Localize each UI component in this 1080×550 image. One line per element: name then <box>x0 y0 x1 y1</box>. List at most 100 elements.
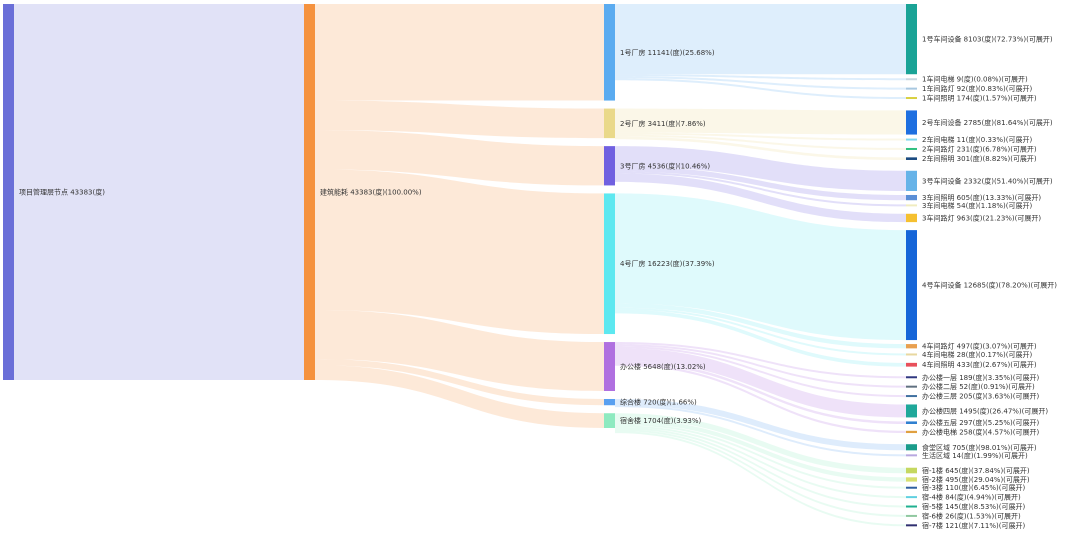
node-label: 3车间路灯 963(度)(21.23%)(可展开) <box>922 213 1041 222</box>
node-label: 4车间电梯 28(度)(0.17%)(可展开) <box>922 350 1032 359</box>
sankey-node[interactable] <box>906 344 917 349</box>
sankey-node[interactable] <box>906 524 917 527</box>
sankey-link <box>315 358 604 406</box>
node-label: 建筑能耗 43383(度)(100.00%) <box>320 188 422 197</box>
node-label: 综合楼 720(度)(1.66%) <box>620 398 697 407</box>
sankey-link <box>615 78 906 100</box>
node-label: 1车间路灯 92(度)(0.83%)(可展开) <box>922 84 1032 93</box>
sankey-node[interactable] <box>906 230 917 341</box>
sankey-link <box>615 136 906 160</box>
sankey-link <box>615 398 906 451</box>
sankey-link <box>615 346 906 398</box>
sankey-link <box>615 427 906 508</box>
sankey-link <box>615 4 906 75</box>
sankey-node[interactable] <box>906 385 917 388</box>
sankey-node[interactable] <box>906 376 917 379</box>
sankey-node[interactable] <box>604 108 615 139</box>
sankey-node[interactable] <box>906 87 917 90</box>
node-label: 宿-3楼 110(度)(6.45%)(可展开) <box>922 483 1025 492</box>
node-label: 3号车间设备 2332(度)(51.40%)(可展开) <box>922 176 1053 185</box>
sankey-node[interactable] <box>906 477 917 482</box>
sankey-link <box>315 365 604 428</box>
sankey-node[interactable] <box>906 213 917 223</box>
sankey-node[interactable] <box>604 413 615 428</box>
sankey-link <box>315 310 604 391</box>
sankey-node[interactable] <box>906 486 917 489</box>
sankey-node[interactable] <box>604 398 615 406</box>
sankey-node[interactable] <box>304 4 315 380</box>
node-label: 办公楼一层 189(度)(3.35%)(可展开) <box>922 373 1039 382</box>
sankey-node[interactable] <box>3 4 14 380</box>
node-label: 2车间路灯 231(度)(6.78%)(可展开) <box>922 144 1037 153</box>
sankey-node[interactable] <box>906 170 917 191</box>
node-label: 宿-2楼 495(度)(29.04%)(可展开) <box>922 475 1030 484</box>
sankey-node[interactable] <box>906 467 917 474</box>
node-label: 食堂区域 705(度)(98.01%)(可展开) <box>922 443 1037 452</box>
sankey-node[interactable] <box>906 147 917 150</box>
sankey-node[interactable] <box>906 362 917 367</box>
node-label: 宿-5楼 145(度)(8.53%)(可展开) <box>922 502 1025 511</box>
sankey-node[interactable] <box>906 4 917 75</box>
sankey-node[interactable] <box>906 157 917 160</box>
node-label: 1号厂房 11141(度)(25.68%) <box>620 48 715 57</box>
sankey-node[interactable] <box>906 454 917 457</box>
sankey-link <box>615 309 906 367</box>
node-label: 4车间照明 433(度)(2.67%)(可展开) <box>922 360 1037 369</box>
sankey-node[interactable] <box>906 97 917 100</box>
sankey-node[interactable] <box>906 353 917 356</box>
sankey-node[interactable] <box>906 430 917 434</box>
sankey-link <box>615 360 906 424</box>
node-label: 办公楼二层 52(度)(0.91%)(可展开) <box>922 382 1035 391</box>
sankey-link <box>615 171 906 207</box>
node-label: 4车间路灯 497(度)(3.07%)(可展开) <box>922 342 1037 351</box>
node-label: 办公楼三层 205(度)(3.63%)(可展开) <box>922 392 1039 401</box>
sankey-node[interactable] <box>906 505 917 508</box>
sankey-node[interactable] <box>906 514 917 517</box>
node-label: 宿-1楼 645(度)(37.84%)(可展开) <box>922 466 1030 475</box>
node-label: 项目管理层节点 43383(度) <box>19 188 105 197</box>
sankey-link <box>615 74 906 81</box>
sankey-link <box>615 413 906 474</box>
sankey-node[interactable] <box>906 421 917 424</box>
node-label: 宿-4楼 84(度)(4.94%)(可展开) <box>922 493 1021 502</box>
node-label: 3号厂房 4536(度)(10.46%) <box>620 161 710 170</box>
sankey-node[interactable] <box>604 146 615 186</box>
sankey-node[interactable] <box>906 204 917 207</box>
sankey-node[interactable] <box>604 193 615 335</box>
sankey-node[interactable] <box>906 404 917 418</box>
sankey-link <box>615 132 906 141</box>
sankey-link <box>615 348 906 418</box>
node-label: 生活区域 14(度)(1.99%)(可展开) <box>922 451 1028 460</box>
sankey-node[interactable] <box>906 78 917 81</box>
sankey-links <box>14 4 906 527</box>
sankey-link <box>615 76 906 90</box>
node-label: 2车间照明 301(度)(8.82%)(可展开) <box>922 154 1037 163</box>
sankey-link <box>615 166 906 201</box>
sankey-link <box>615 344 906 388</box>
sankey-link <box>315 130 604 186</box>
node-label: 1号车间设备 8103(度)(72.73%)(可展开) <box>922 35 1053 44</box>
sankey-link <box>615 342 906 379</box>
node-label: 宿舍楼 1704(度)(3.93%) <box>620 416 701 425</box>
sankey-link <box>315 169 604 335</box>
sankey-node[interactable] <box>906 138 917 141</box>
sankey-node[interactable] <box>906 110 917 135</box>
sankey-link <box>615 173 906 223</box>
sankey-link <box>615 303 906 349</box>
node-label: 4号厂房 16223(度)(37.39%) <box>620 259 715 268</box>
node-label: 3车间电梯 54(度)(1.18%)(可展开) <box>922 201 1032 210</box>
sankey-link <box>615 108 906 135</box>
sankey-node[interactable] <box>906 194 917 201</box>
sankey-node[interactable] <box>906 496 917 499</box>
node-label: 办公楼电梯 258(度)(4.57%)(可展开) <box>922 427 1039 436</box>
node-label: 1车间照明 174(度)(1.57%)(可展开) <box>922 94 1037 103</box>
node-label: 1车间电梯 9(度)(0.08%)(可展开) <box>922 75 1028 84</box>
sankey-link <box>315 4 604 101</box>
sankey-node[interactable] <box>604 4 615 101</box>
sankey-node[interactable] <box>906 395 917 398</box>
sankey-link <box>615 134 906 150</box>
sankey-link <box>615 431 906 527</box>
sankey-link <box>615 423 906 489</box>
sankey-node[interactable] <box>604 342 615 391</box>
sankey-node[interactable] <box>906 444 917 451</box>
